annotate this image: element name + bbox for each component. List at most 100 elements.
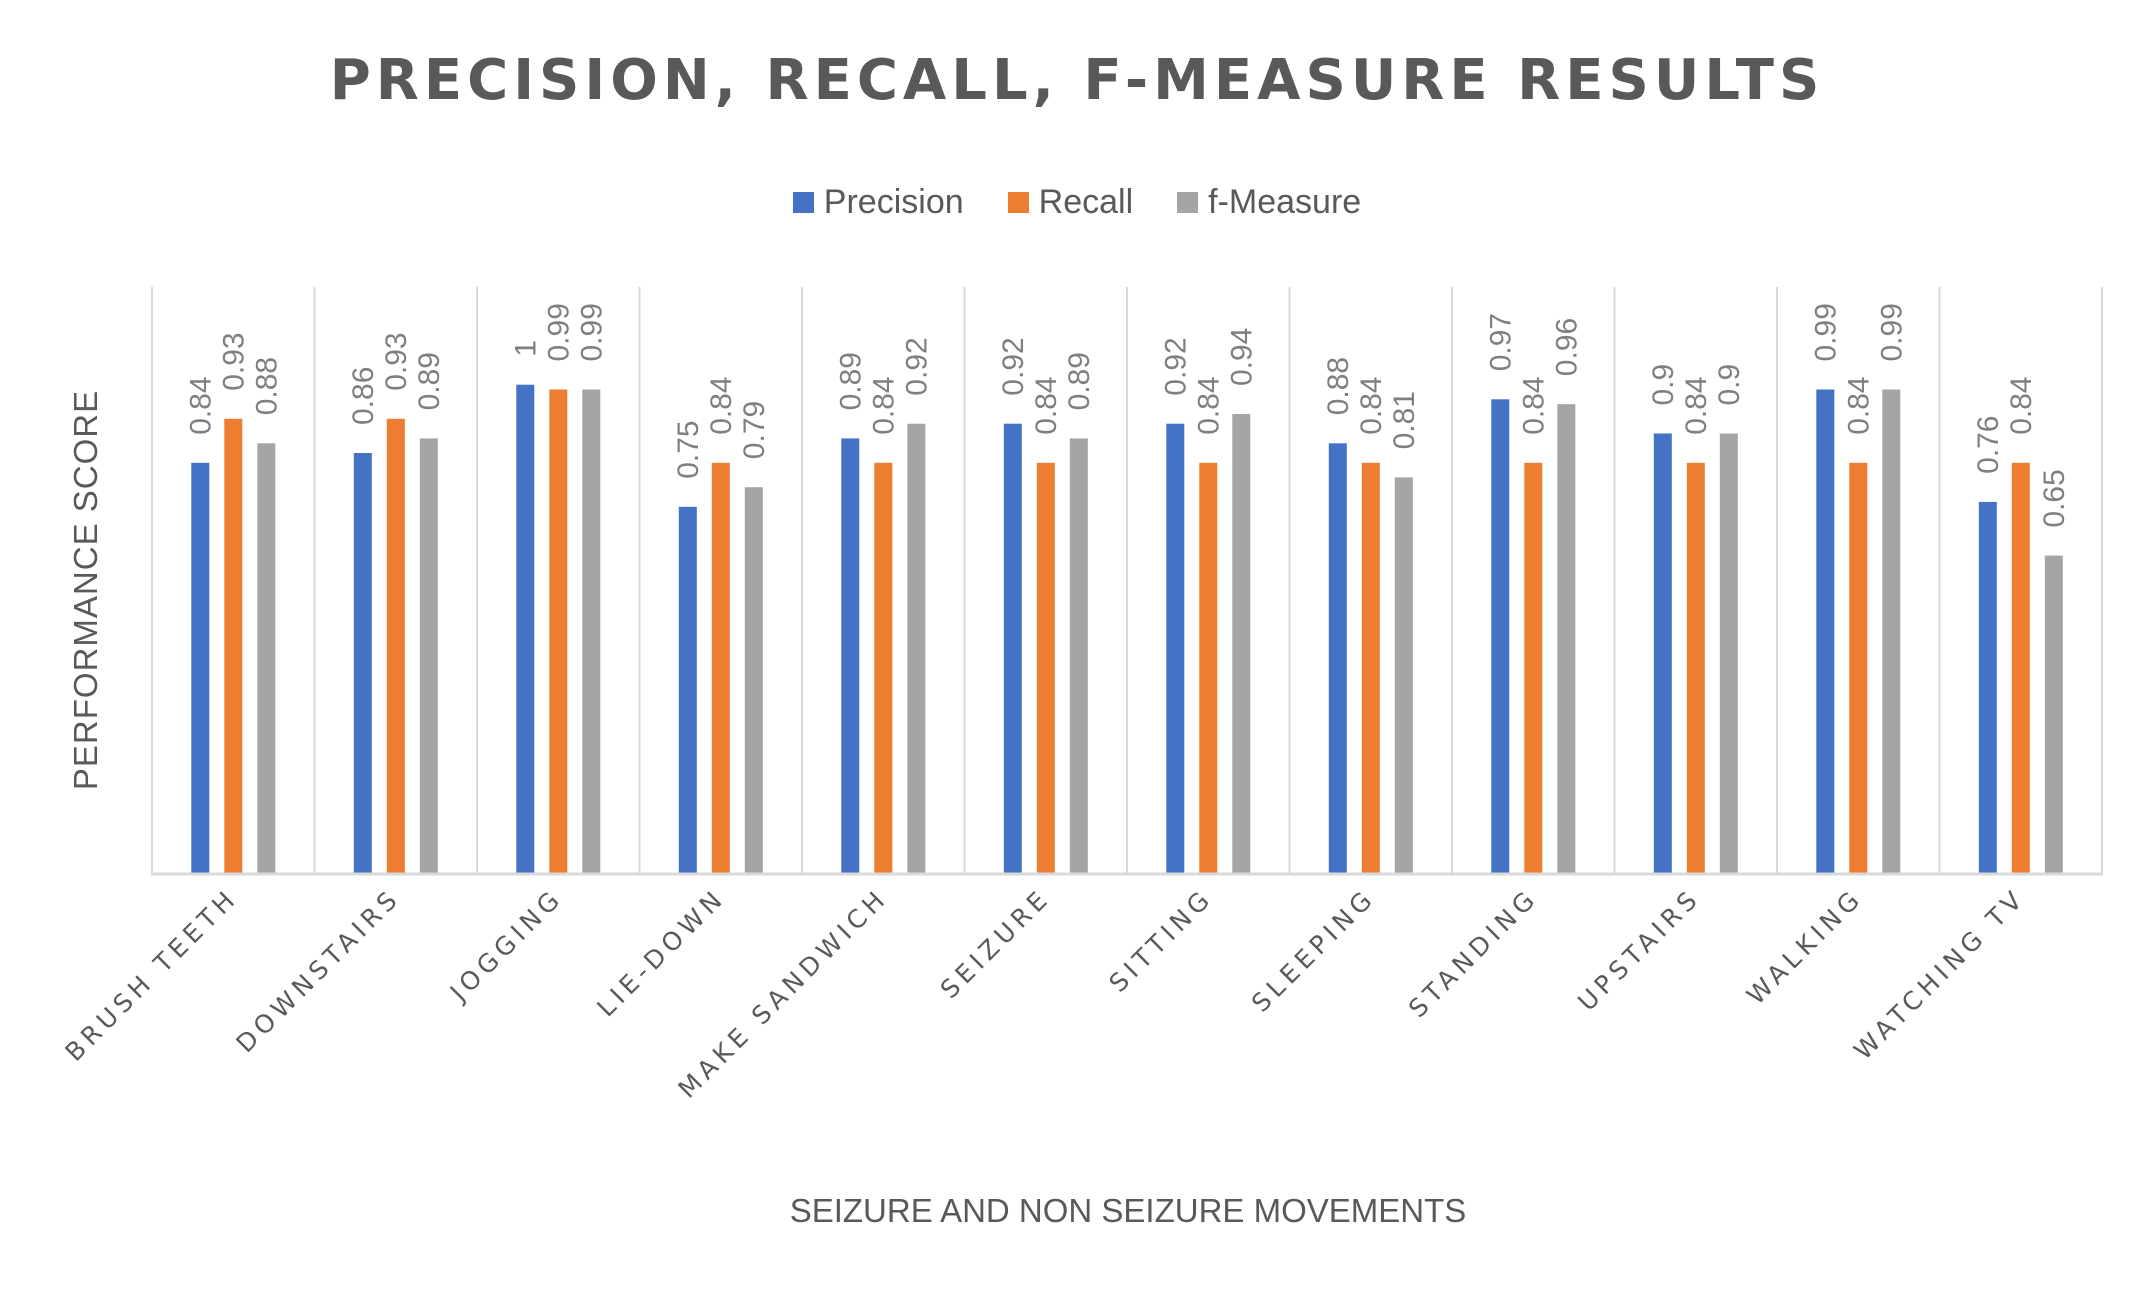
bar-f-measure-lie-down [744,487,763,873]
bar-recall-seizure [1036,462,1055,873]
bar-precision-downstairs [353,453,372,873]
bar-recall-jogging [549,389,568,873]
data-label: 0.84 [705,376,738,434]
data-label: 1 [509,340,542,357]
data-label: 0.79 [738,401,771,459]
bar-f-measure-watching-tv [2044,555,2063,873]
data-label: 0.96 [1550,318,1583,376]
bar-recall-upstairs [1686,462,1705,873]
y-axis-title: PERFORMANCE SCORE [67,390,104,790]
data-label: 0.84 [1517,376,1550,434]
data-label: 0.92 [900,337,933,395]
data-label: 0.81 [1388,391,1421,449]
data-label: 0.84 [184,376,217,434]
bar-f-measure-seizure [1069,438,1088,873]
data-label: 0.93 [380,332,413,390]
legend-swatch-f-measure [1177,191,1199,213]
data-label: 0.84 [867,376,900,434]
bar-recall-watching-tv [2011,462,2030,873]
value-labels: 0.840.93 0.88 0.860.93 0.891 0.99 0.990.750.8… [184,303,2071,527]
legend-label-f-measure: f-Measure [1208,182,1362,221]
bar-recall-brush-teeth [224,418,243,873]
bar-precision-watching-tv [1978,501,1997,873]
data-label: 0.89 [834,352,867,410]
data-label: 0.99 [542,303,575,361]
bar-precision-make-sandwich [841,438,860,873]
data-label: 0.9 [1647,364,1680,406]
data-label: 0.94 [1225,328,1258,386]
bar-recall-standing [1524,462,1543,873]
data-label: 0.93 [217,332,250,390]
bar-f-measure-walking [1882,389,1901,873]
bar-precision-lie-down [678,506,697,874]
bar-f-measure-standing [1557,404,1576,873]
data-label: 0.92 [997,337,1030,395]
data-label: 0.75 [672,420,705,478]
category-label: WALKING [1741,883,1868,1010]
bar-recall-downstairs [386,418,405,873]
category-label: SLEEPING [1246,883,1381,1018]
data-label: 0.84 [1030,376,1063,434]
data-label: 0.88 [250,357,283,415]
bar-f-measure-make-sandwich [907,423,926,873]
bar-f-measure-downstairs [419,438,438,873]
legend-item-precision[interactable]: Precision [792,182,964,222]
bar-recall-sleeping [1361,462,1380,873]
data-label: 0.92 [1159,337,1192,395]
bar-precision-sleeping [1328,443,1347,873]
bar-recall-make-sandwich [874,462,893,873]
data-label: 0.84 [1355,376,1388,434]
category-label: WATCHING TV [1848,883,2031,1066]
legend-label-recall: Recall [1038,182,1134,221]
data-label: 0.99 [575,303,608,361]
bar-precision-walking [1816,389,1835,873]
category-label: LIE-DOWN [591,883,731,1023]
data-label: 0.84 [1842,376,1875,434]
bar-precision-standing [1491,399,1510,873]
data-label: 0.84 [1192,376,1225,434]
bar-precision-brush-teeth [191,462,210,873]
bar-f-measure-jogging [582,389,601,873]
category-label: SITTING [1103,883,1218,998]
legend-swatch-recall [1007,191,1029,213]
data-label: 0.88 [1322,357,1355,415]
bar-precision-upstairs [1653,433,1672,873]
legend-label-precision: Precision [823,182,964,221]
category-label: DOWNSTAIRS [230,883,406,1059]
x-axis-title: SEIZURE AND NON SEIZURE MOVEMENTS [790,1192,1467,1229]
category-label: BRUSH TEETH [59,883,243,1067]
legend-item-f-measure[interactable]: f-Measure [1177,183,1361,222]
chart-title: PRECISION, RECALL, F-MEASURE RESULTS [329,48,1825,113]
data-label: 0.86 [347,367,380,425]
data-label: 0.76 [1972,416,2005,474]
bar-precision-jogging [516,384,535,873]
bar-recall-lie-down [711,462,730,873]
data-label: 0.99 [1809,303,1842,361]
data-label: 0.99 [1875,303,1908,361]
data-label: 0.9 [1713,364,1746,406]
category-label: STANDING [1403,883,1544,1024]
legend: Precision Recall f-Measure [0,180,2154,224]
bar-precision-sitting [1166,423,1185,873]
bar-f-measure-upstairs [1719,433,1738,873]
data-label: 0.89 [413,352,446,410]
category-label: UPSTAIRS [1572,883,1706,1017]
legend-item-recall[interactable]: Recall [1007,182,1134,222]
bar-f-measure-sleeping [1394,477,1413,873]
bar-precision-seizure [1003,423,1022,873]
legend-swatch-precision [792,191,814,213]
bar-f-measure-brush-teeth [257,443,276,873]
data-label: 0.84 [2005,376,2038,434]
data-label: 0.84 [1680,376,1713,434]
data-label: 0.65 [2038,469,2071,527]
bar-recall-walking [1849,462,1868,873]
bars [191,384,2063,874]
data-label: 0.97 [1484,313,1517,371]
category-label: SEIZURE [935,883,1056,1004]
category-label: JOGGING [443,883,568,1008]
gridlines [151,287,2103,873]
bar-f-measure-sitting [1232,414,1251,873]
data-label: 0.89 [1063,352,1096,410]
